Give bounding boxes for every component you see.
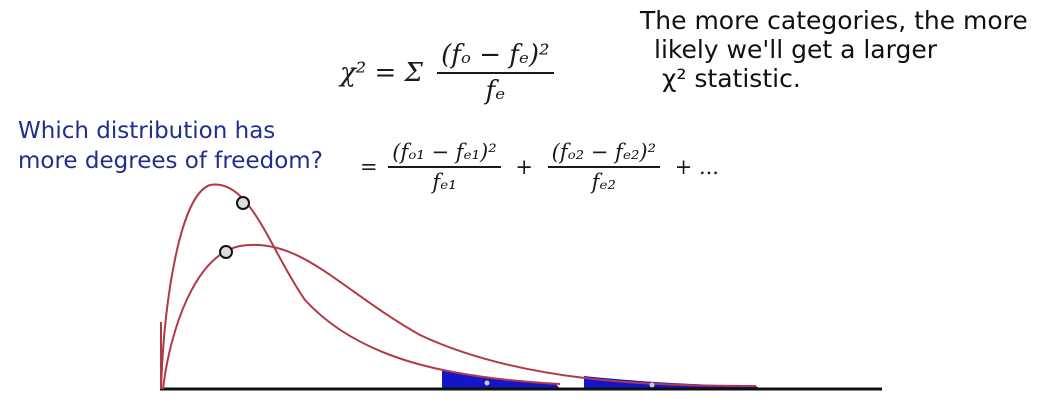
formula-denominator: fₑ — [485, 75, 506, 106]
term-2-denominator: fₑ₂ — [591, 169, 616, 194]
formula-numerator: (fₒ − fₑ)² — [441, 40, 550, 70]
formula-fraction: (fₒ − fₑ)² fₑ — [437, 40, 554, 106]
note-line-2: likely we'll get a larger — [654, 35, 937, 64]
term-2: (fₒ₂ − fₑ₂)² fₑ₂ — [547, 140, 660, 194]
fraction-bar — [437, 72, 554, 74]
question-text: Which distribution has more degrees of f… — [18, 116, 323, 176]
expanded-formula: = (fₒ₁ − fₑ₁)² fₑ₁ + (fₒ₂ − fₑ₂)² fₑ₂ + … — [360, 140, 727, 194]
note-line-1: The more categories, the more — [640, 6, 1028, 35]
question-line-1: Which distribution has — [18, 118, 276, 144]
distribution-curve-tall — [160, 183, 561, 390]
term-1-numerator: (fₒ₁ − fₑ₁)² — [392, 140, 497, 164]
tail-region-2 — [584, 376, 760, 389]
ellipsis-term: + ... — [674, 154, 719, 179]
fraction-bar — [547, 166, 660, 168]
peak-marker-tall — [236, 196, 250, 210]
term-2-numerator: (fₒ₂ − fₑ₂)² — [551, 140, 656, 164]
expanded-equals: = — [360, 154, 378, 179]
note-line-3: χ² statistic. — [662, 64, 801, 93]
question-line-2: more degrees of freedom? — [18, 148, 323, 174]
tail-point-1 — [484, 380, 490, 386]
formula-lhs: χ² = Σ — [340, 57, 423, 88]
term-1-denominator: fₑ₁ — [432, 169, 457, 194]
distribution-curve-flat — [162, 243, 757, 390]
peak-marker-flat — [219, 245, 233, 259]
plus-sign: + — [515, 154, 533, 179]
tail-point-2 — [649, 382, 655, 388]
term-1: (fₒ₁ − fₑ₁)² fₑ₁ — [388, 140, 501, 194]
explanation-note: The more categories, the more likely we'… — [640, 6, 1050, 93]
fraction-bar — [388, 166, 501, 168]
chi-square-formula: χ² = Σ (fₒ − fₑ)² fₑ — [340, 40, 554, 106]
